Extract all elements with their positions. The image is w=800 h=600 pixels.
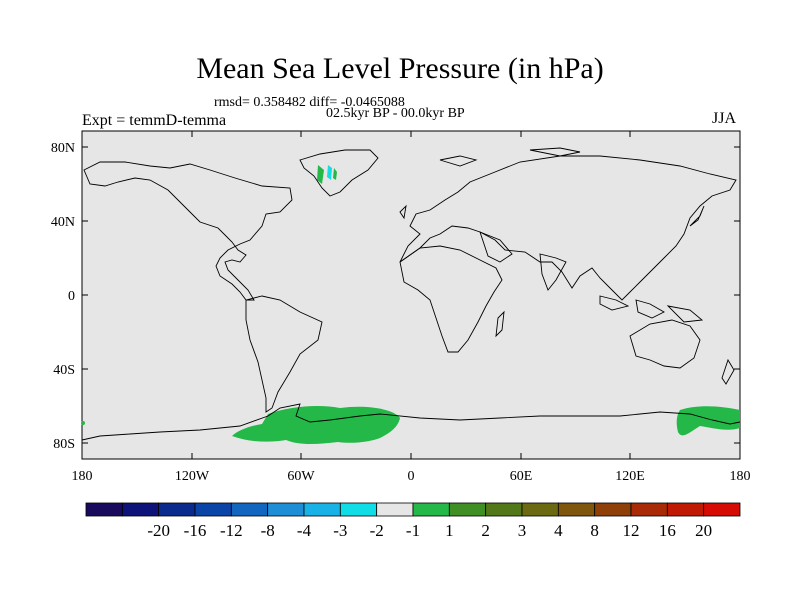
lat-label: 0 [68, 289, 75, 304]
colorbar-label: -12 [220, 521, 243, 540]
lat-label: 80N [51, 141, 75, 156]
colorbar-swatch [703, 502, 741, 517]
colorbar-swatch [303, 502, 341, 517]
colorbar-swatch [594, 502, 632, 517]
colorbar-label: -2 [370, 521, 384, 540]
colorbar-swatch [485, 502, 523, 517]
colorbar-swatch [85, 502, 123, 517]
colorbar-swatch [158, 502, 196, 517]
colorbar-label: 4 [554, 521, 563, 540]
colorbar-label: 8 [590, 521, 599, 540]
greenland-cyan-patch [327, 165, 332, 180]
colorbar-label: 2 [481, 521, 490, 540]
colorbar-swatch [267, 502, 305, 517]
colorbar-label: 12 [623, 521, 640, 540]
colorbar-swatch [521, 502, 559, 517]
stats-line: rmsd= 0.358482 diff= -0.0465088 [214, 95, 405, 110]
ross-sea-anomaly-patch [676, 406, 740, 436]
colorbar-swatch [339, 502, 378, 517]
colorbar-labels: -20 -16 -12 -8 -4 -3 -2 -1 1 2 3 4 8 12 16 20 [147, 521, 712, 540]
colorbar-swatch [448, 502, 487, 517]
colorbar-label: -1 [406, 521, 420, 540]
colorbar-label: -3 [333, 521, 347, 540]
lon-label: 60E [510, 469, 533, 484]
season-label: JJA [712, 110, 737, 127]
colorbar-label: -16 [184, 521, 207, 540]
map-title: Mean Sea Level Pressure (in hPa) [196, 52, 604, 85]
latitude-labels: 80N 40N 0 40S 80S [51, 141, 75, 452]
coastlines [81, 147, 741, 441]
colorbar [85, 502, 741, 517]
colorbar-swatch [412, 502, 450, 517]
greenland-anomaly-patch-2 [333, 168, 337, 180]
longitude-labels: 180 120W 60W 0 60E 120E 180 [72, 469, 751, 484]
colorbar-swatch [194, 502, 232, 517]
antarctic-anomaly-patch [232, 406, 400, 444]
colorbar-swatch [230, 502, 269, 517]
period-label: 02.5kyr BP - 00.0kyr BP [326, 106, 465, 121]
greenland-anomaly-patch [317, 165, 324, 184]
lat-label: 80S [53, 437, 75, 452]
colorbar-label: -4 [297, 521, 312, 540]
colorbar-label: 3 [518, 521, 527, 540]
lon-label: 60W [287, 469, 315, 484]
lon-label: 0 [408, 469, 415, 484]
lon-label: 120W [175, 469, 210, 484]
colorbar-label: 20 [695, 521, 712, 540]
colorbar-swatch [557, 502, 596, 517]
map-frame [81, 130, 741, 460]
colorbar-label: 16 [659, 521, 676, 540]
colorbar-label: -8 [261, 521, 275, 540]
anomaly-patches [81, 165, 740, 444]
lat-label: 40N [51, 215, 75, 230]
colorbar-swatch [630, 502, 668, 517]
lon-label: 120E [615, 469, 645, 484]
lat-label: 40S [53, 363, 75, 378]
colorbar-swatch [376, 502, 414, 517]
experiment-label: Expt = temmD-temma [82, 112, 227, 129]
axis-ticks [82, 131, 740, 459]
lon-label: 180 [72, 469, 93, 484]
colorbar-label: -20 [147, 521, 170, 540]
colorbar-swatch [121, 502, 160, 517]
lon-label: 180 [730, 469, 751, 484]
colorbar-swatch [666, 502, 705, 517]
colorbar-label: 1 [445, 521, 454, 540]
